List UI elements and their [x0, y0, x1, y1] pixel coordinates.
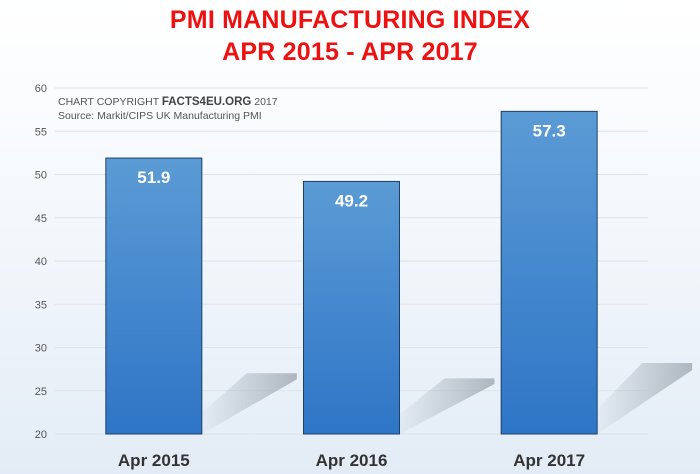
data-label: 49.2 — [335, 191, 368, 210]
x-tick-label: Apr 2017 — [513, 451, 585, 470]
y-tick-label: 45 — [35, 213, 47, 225]
y-tick-label: 25 — [35, 386, 47, 398]
chart-title-line2: APR 2015 - APR 2017 — [222, 38, 478, 66]
copyright-credit: CHART COPYRIGHT FACTS4EU.ORG 2017 — [58, 96, 278, 108]
data-labels: 51.9 49.2 57.3 — [137, 121, 565, 210]
y-tick-label: 50 — [35, 170, 47, 182]
bar-shadow — [399, 378, 495, 434]
x-tick-label: Apr 2016 — [316, 451, 388, 470]
y-tick-label: 40 — [35, 256, 47, 268]
copyright-suffix: 2017 — [251, 96, 278, 108]
bars — [105, 110, 598, 435]
y-tick-label: 55 — [35, 126, 47, 138]
copyright-prefix: CHART COPYRIGHT — [58, 96, 162, 108]
bar-apr-2015 — [105, 157, 203, 435]
bar-shadow — [201, 373, 297, 434]
chart-title-line1: PMI MANUFACTURING INDEX — [169, 6, 531, 34]
bar-apr-2017 — [500, 110, 598, 435]
x-axis: Apr 2015 Apr 2016 Apr 2017 — [118, 451, 585, 470]
bar-apr-2016 — [303, 180, 400, 435]
source-credit: Source: Markit/CIPS UK Manufacturing PMI — [58, 110, 262, 122]
y-tick-label: 20 — [35, 429, 47, 441]
bar-shadows — [201, 363, 693, 434]
bar-shadow — [597, 363, 693, 434]
y-tick-label: 60 — [35, 83, 47, 95]
y-tick-label: 30 — [35, 343, 47, 355]
y-tick-label: 35 — [35, 299, 47, 311]
data-label: 51.9 — [137, 168, 170, 187]
data-label: 57.3 — [533, 121, 566, 140]
copyright-brand: FACTS4EU.ORG — [161, 96, 252, 108]
x-tick-label: Apr 2015 — [118, 451, 190, 470]
y-axis: 20 25 30 35 40 45 50 55 60 — [35, 83, 47, 441]
